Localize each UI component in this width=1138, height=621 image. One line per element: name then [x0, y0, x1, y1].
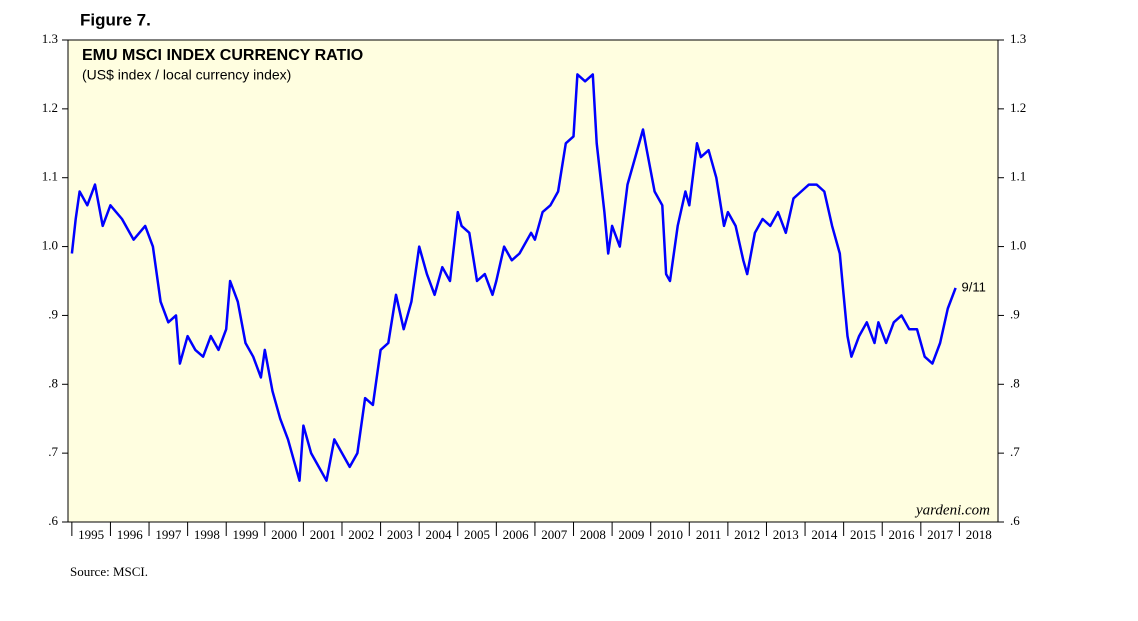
y2-tick-label: 1.2 [1010, 100, 1026, 115]
x-tick-label: 1999 [233, 527, 259, 542]
x-tick-label: 2011 [696, 527, 722, 542]
x-tick-label: 2001 [310, 527, 336, 542]
x-tick-label: 1997 [155, 527, 182, 542]
line-series [70, 73, 957, 482]
x-tick-label: 1996 [117, 527, 144, 542]
figure-label: Figure 7. [80, 10, 151, 29]
chart-subtitle: (US$ index / local currency index) [82, 67, 291, 83]
x-tick-label: 2007 [541, 527, 568, 542]
y2-tick-label: 1.0 [1010, 238, 1026, 253]
x-tick-label: 2006 [503, 527, 530, 542]
x-tick-label: 2018 [966, 527, 992, 542]
x-tick-label: 2004 [425, 527, 452, 542]
y-tick-label: .7 [48, 444, 58, 459]
y-tick-label: 1.1 [42, 169, 58, 184]
y-tick-label: 1.3 [42, 31, 58, 46]
y2-tick-label: 1.1 [1010, 169, 1026, 184]
y-tick-label: .6 [48, 513, 58, 528]
y2-tick-label: .9 [1010, 306, 1020, 321]
x-tick-label: 2017 [927, 527, 954, 542]
x-tick-label: 2012 [734, 527, 760, 542]
x-tick-label: 2013 [773, 527, 799, 542]
y-tick-label: 1.0 [42, 238, 58, 253]
y2-tick-label: .8 [1010, 375, 1020, 390]
y2-tick-label: 1.3 [1010, 31, 1026, 46]
x-tick-label: 2003 [387, 527, 413, 542]
watermark: yardeni.com [914, 502, 990, 518]
x-tick-label: 2016 [889, 527, 916, 542]
chart-title: EMU MSCI INDEX CURRENCY RATIO [82, 47, 363, 64]
x-tick-label: 2010 [657, 527, 683, 542]
x-tick-label: 2015 [850, 527, 876, 542]
x-tick-label: 1995 [78, 527, 104, 542]
annotation: 9/11 [962, 279, 986, 294]
plot-area [67, 39, 999, 523]
y-tick-label: 1.2 [42, 100, 58, 115]
y-tick-label: .8 [48, 375, 58, 390]
y2-tick-label: .6 [1010, 513, 1020, 528]
x-tick-label: 1998 [194, 527, 220, 542]
y2-tick-label: .7 [1010, 444, 1020, 459]
source: Source: MSCI. [70, 564, 148, 579]
x-tick-label: 2005 [464, 527, 490, 542]
y-tick-label: .9 [48, 306, 58, 321]
x-tick-label: 2014 [811, 527, 838, 542]
x-tick-label: 2008 [580, 527, 606, 542]
x-tick-label: 2009 [618, 527, 644, 542]
x-tick-label: 2000 [271, 527, 297, 542]
x-tick-label: 2002 [348, 527, 374, 542]
